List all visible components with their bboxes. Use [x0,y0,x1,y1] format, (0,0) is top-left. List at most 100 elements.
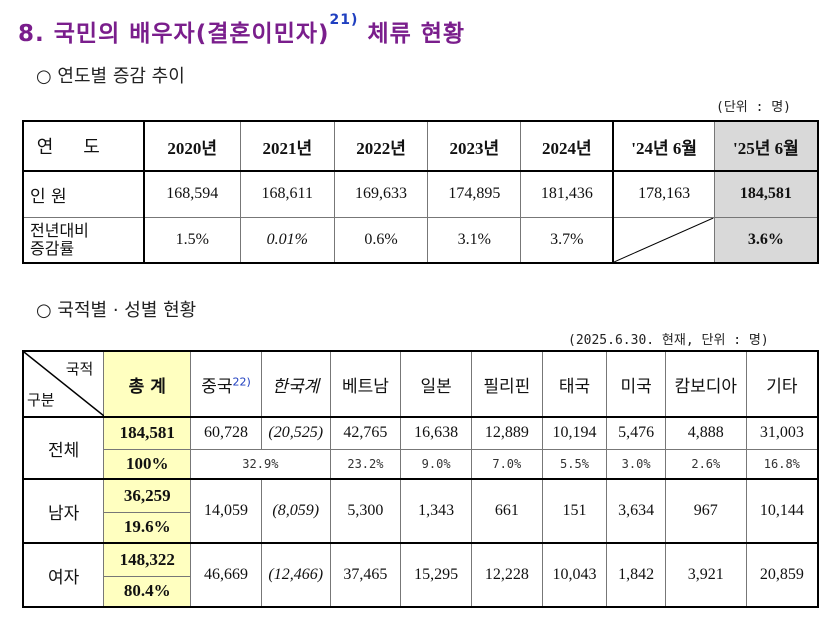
table-row: 19.6% [23,511,818,544]
table-cell: 3.1% [427,216,522,264]
row-label-all: 전체 [22,416,105,480]
table-row: 인 원 168,594 168,611 169,633 174,895 181,… [22,170,819,218]
total-pct-cell: 80.4% [103,575,192,608]
header-cell: 2021년 [239,120,335,172]
header-cell: 2020년 [142,120,241,172]
table-cell: 12,889 [470,416,543,450]
header-korean-chinese: 한국계 [260,350,331,418]
header-other: 기타 [745,350,819,418]
table-row: 전체 184,581 60,728 (20,525) 42,765 16,638… [22,416,819,480]
table-cell: 168,611 [239,170,335,218]
pct-cell: 5.5% [541,448,608,480]
table-cell: 178,163 [612,170,715,218]
table-cell: 37,465 [329,542,402,608]
nationality-gender-table: 국적 구분 총 계 중국22) 한국계 베트남 일본 필리핀 태국 미국 캄보디… [22,350,819,608]
table-cell: 15,295 [400,542,472,608]
section1-unit: (단위 : 명) [716,100,792,115]
header-philippines: 필리핀 [470,350,543,418]
empty-slash-cell [612,216,715,264]
pct-cell: 9.0% [400,448,472,480]
table-cell: 1.5% [142,216,241,264]
section1-subtitle: ○ 연도별 증감 추이 [36,66,185,87]
table-cell: 14,059 [190,478,262,544]
table-row: 남자 36,259 14,059 (8,059) 5,300 1,343 661… [22,478,819,544]
table-cell: 3.6% [713,216,819,264]
yearly-trend-table: 연도 2020년 2021년 2022년 2023년 2024년 '24년 6월… [22,120,819,264]
table-cell: 12,228 [470,542,543,608]
row-label: 인 원 [22,170,145,218]
table-row: 100% 32.9% 23.2% 9.0% 7.0% 5.5% 3.0% 2.6… [23,448,819,480]
corner-top-label: 국적 [65,360,94,378]
table-cell: 967 [664,478,747,544]
table-cell: 1,343 [400,478,472,544]
row-label-male: 남자 [22,478,105,544]
total-pct-cell: 19.6% [103,511,192,544]
header-cell: '25년 6월 [713,120,819,172]
section2-subtitle: ○ 국적별 · 성별 현황 [36,300,197,321]
header-cell: '24년 6월 [612,120,715,172]
table-cell: 169,633 [333,170,429,218]
footnote-ref: 22) [232,374,251,388]
table-cell: 3,921 [664,542,747,608]
table-cell: 1,842 [606,542,666,608]
header-cambodia: 캄보디아 [664,350,747,418]
table-cell: 3,634 [606,478,666,544]
page-title: 8. 국민의 배우자(결혼이민자)21) 체류 현황 [18,12,466,47]
table-cell: 5,476 [606,416,666,450]
table-cell: 60,728 [190,416,262,450]
table-cell: 16,638 [400,416,472,450]
table-cell: 3.7% [520,216,614,264]
table-cell: 168,594 [142,170,241,218]
pct-cell: 16.8% [745,448,819,480]
pct-cell: 32.9% [190,448,331,480]
table-cell: 4,888 [664,416,747,450]
pct-cell: 7.0% [470,448,543,480]
table-cell: 184,581 [713,170,819,218]
pct-cell: 3.0% [606,448,666,480]
row-label-female: 여자 [22,542,105,608]
table-cell: 661 [470,478,543,544]
table-cell: 42,765 [329,416,402,450]
header-cell: 2022년 [333,120,429,172]
table-row: 여자 148,322 46,669 (12,466) 37,465 15,295… [22,542,819,608]
section2-unit: (2025.6.30. 현재, 단위 : 명) [568,333,769,348]
table-cell: 181,436 [520,170,614,218]
total-cell: 184,581 [103,416,192,450]
table-cell: 10,194 [541,416,608,450]
row-label: 전년대비 증감률 [22,216,145,264]
total-cell: 36,259 [103,478,192,513]
table-cell: 46,669 [190,542,262,608]
header-thailand: 태국 [541,350,608,418]
header-cell: 2024년 [520,120,614,172]
table-cell: 151 [541,478,608,544]
header-year-label: 연도 [22,120,145,172]
pct-cell: 2.6% [664,448,747,480]
table-cell: 0.6% [333,216,429,264]
pct-cell: 23.2% [329,448,402,480]
table-cell: 0.01% [239,216,335,264]
table-cell: 10,043 [541,542,608,608]
table-cell: (20,525) [260,416,331,450]
corner-header: 국적 구분 [22,350,105,418]
corner-bottom-label: 구분 [27,391,55,409]
table-cell: (12,466) [260,542,331,608]
table-row: 전년대비 증감률 1.5% 0.01% 0.6% 3.1% 3.7% 3.6% [22,216,819,264]
header-total: 총 계 [103,350,192,418]
table-row: 80.4% [23,575,818,608]
table-cell: 31,003 [745,416,819,450]
header-vietnam: 베트남 [329,350,402,418]
total-cell: 148,322 [103,542,192,577]
table-cell: 174,895 [427,170,522,218]
table-cell: 5,300 [329,478,402,544]
header-japan: 일본 [400,350,472,418]
footnote-ref: 21) [329,12,359,28]
table-header-row: 국적 구분 총 계 중국22) 한국계 베트남 일본 필리핀 태국 미국 캄보디… [22,350,819,418]
table-header-row: 연도 2020년 2021년 2022년 2023년 2024년 '24년 6월… [22,120,819,172]
table-cell: (8,059) [260,478,331,544]
table-cell: 20,859 [745,542,819,608]
total-pct-cell: 100% [103,448,192,480]
header-usa: 미국 [606,350,666,418]
table-cell: 10,144 [745,478,819,544]
header-cell: 2023년 [427,120,522,172]
header-china: 중국22) [190,350,262,418]
